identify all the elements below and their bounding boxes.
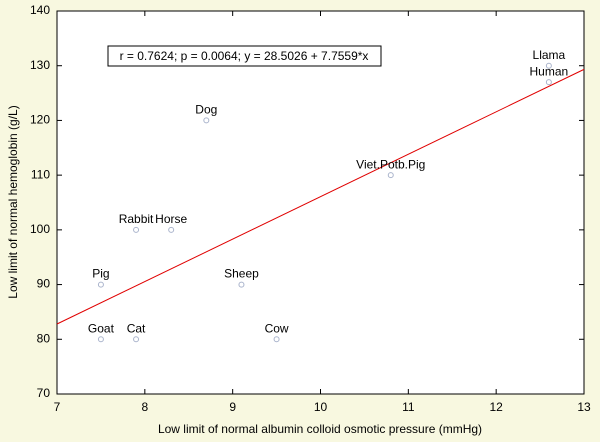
x-tick-label: 13 [577, 400, 591, 414]
x-tick-label: 9 [229, 400, 236, 414]
point [238, 281, 245, 288]
point [545, 62, 552, 69]
x-tick-label: 10 [314, 400, 328, 414]
point-label: Cat [127, 321, 146, 335]
point-label: Goat [88, 321, 115, 335]
point-label: Sheep [224, 267, 259, 281]
x-tick-label: 12 [489, 400, 503, 414]
point [203, 117, 210, 124]
point-label: Rabbit [119, 212, 154, 226]
point-label: Horse [155, 212, 187, 226]
plot-area [56, 10, 585, 395]
y-tick-label: 70 [37, 386, 51, 400]
point-label: Viet.Potb.Pig [356, 157, 425, 171]
y-axis-label: Low limit of normal hemoglobin (g/L) [6, 105, 20, 298]
y-tick-label: 130 [30, 58, 50, 72]
point [97, 336, 104, 343]
x-tick-label: 11 [402, 400, 415, 414]
point-label: Llama [533, 48, 566, 62]
point [168, 226, 175, 233]
point [133, 336, 140, 343]
y-tick-label: 140 [30, 3, 50, 17]
y-tick-label: 120 [30, 113, 50, 127]
point [97, 281, 104, 288]
x-axis-label: Low limit of normal albumin colloid osmo… [158, 422, 482, 436]
y-tick-label: 100 [30, 222, 50, 236]
point [273, 336, 280, 343]
y-tick-label: 90 [37, 277, 51, 291]
y-tick-label: 80 [37, 331, 51, 345]
point [387, 172, 394, 179]
point-label: Dog [195, 103, 217, 117]
x-tick-label: 8 [141, 400, 148, 414]
annotation: r = 0.7624; p = 0.0064; y = 28.5026 + 7.… [120, 49, 369, 63]
regression-line [56, 68, 585, 325]
point [133, 226, 140, 233]
point-label: Cow [265, 321, 289, 335]
point-label: Human [530, 64, 569, 78]
point [545, 79, 552, 86]
point-label: Pig [92, 267, 109, 281]
x-tick-label: 7 [54, 400, 61, 414]
annotation-box [107, 45, 382, 67]
y-tick-label: 110 [31, 167, 50, 181]
